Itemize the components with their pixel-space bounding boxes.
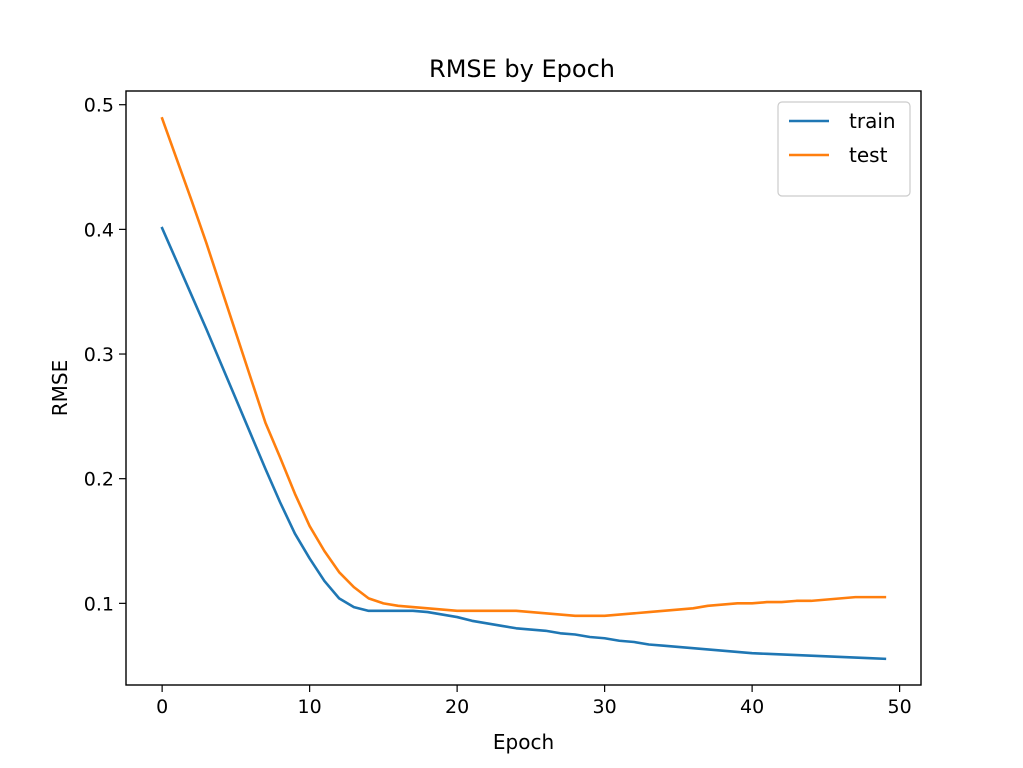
x-axis: 0 10 20 30 40 50 [156,685,912,718]
y-tick-label: 0.5 [84,95,114,117]
x-tick-label: 0 [156,696,168,718]
y-tick-label: 0.4 [84,219,114,241]
x-tick-label: 30 [593,696,617,718]
legend-label-train: train [849,109,896,133]
y-tick-label: 0.1 [84,593,114,615]
x-tick-label: 40 [740,696,764,718]
axes-frame [125,90,922,686]
y-tick-label: 0.2 [84,469,114,491]
plot-area [160,116,887,661]
y-axis-label: RMSE [48,360,72,416]
chart-title: RMSE by Epoch [429,55,615,83]
legend: train test [777,101,911,197]
x-tick-label: 20 [445,696,469,718]
legend-box [777,101,911,197]
x-tick-label: 50 [888,696,912,718]
x-axis-label: Epoch [493,730,554,754]
series-line-train [160,226,887,661]
y-tick-label: 0.3 [84,344,114,366]
legend-label-test: test [849,143,888,167]
x-tick-label: 10 [298,696,322,718]
series-line-test [160,116,887,618]
y-axis: 0.1 0.2 0.3 0.4 0.5 [84,95,126,615]
